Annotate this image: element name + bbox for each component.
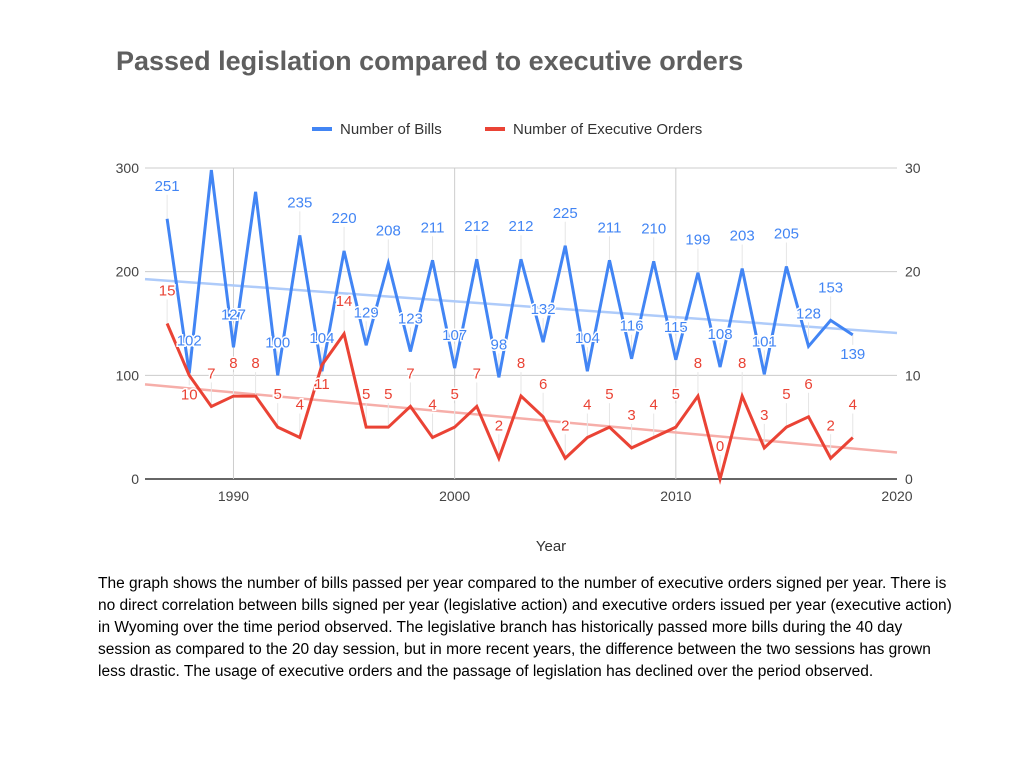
- data-label-executive-orders: 5: [782, 386, 790, 403]
- data-label-executive-orders: 4: [583, 397, 591, 414]
- data-label-bills: 127: [221, 306, 246, 323]
- x-axis-label: Year: [536, 538, 566, 555]
- data-label-bills: 203: [730, 228, 755, 245]
- data-label-executive-orders: 4: [296, 397, 304, 414]
- caption: The graph shows the number of bills pass…: [98, 575, 952, 680]
- data-label-executive-orders: 3: [627, 407, 635, 424]
- data-label-bills: 104: [575, 330, 600, 347]
- data-label-bills: 220: [332, 210, 357, 227]
- y-tick-left: 0: [131, 471, 139, 487]
- series-line-executive-orders: [165, 322, 854, 485]
- data-label-executive-orders: 8: [229, 355, 237, 372]
- data-label-bills: 212: [508, 218, 533, 235]
- y-tick-right: 10: [905, 367, 921, 383]
- y-tick-left: 200: [116, 264, 140, 280]
- data-label-bills: 129: [354, 304, 379, 321]
- data-label-bills: 100: [265, 334, 290, 351]
- data-label-executive-orders: 5: [362, 386, 370, 403]
- series-layer: [165, 169, 854, 485]
- data-label-executive-orders: 8: [517, 355, 525, 372]
- series-line-bills: [165, 169, 854, 378]
- y-tick-right: 30: [905, 160, 921, 176]
- data-label-executive-orders: 8: [738, 355, 746, 372]
- data-label-bills: 208: [376, 222, 401, 239]
- data-label-bills: 108: [708, 326, 733, 343]
- data-label-executive-orders: 4: [650, 397, 658, 414]
- data-label-bills: 116: [620, 318, 644, 335]
- data-label-bills: 101: [752, 333, 777, 350]
- data-label-executive-orders: 6: [804, 376, 812, 393]
- data-label-bills: 251: [155, 178, 180, 195]
- x-tick: 1990: [218, 488, 249, 504]
- data-label-bills: 211: [598, 219, 622, 236]
- data-label-executive-orders: 8: [251, 355, 259, 372]
- data-label-executive-orders: 15: [159, 283, 176, 300]
- data-label-executive-orders: 2: [826, 417, 834, 434]
- label-layer: 2511021271002351042201292081232111072129…: [153, 176, 867, 456]
- x-tick: 2000: [439, 488, 470, 504]
- x-tick: 2010: [660, 488, 691, 504]
- y-tick-right: 0: [905, 471, 913, 487]
- data-label-executive-orders: 5: [672, 386, 680, 403]
- data-label-bills: 123: [398, 310, 423, 327]
- data-label-bills: 102: [177, 332, 202, 349]
- data-label-executive-orders: 3: [760, 407, 768, 424]
- data-label-bills: 212: [464, 218, 489, 235]
- data-label-executive-orders: 2: [495, 417, 503, 434]
- data-label-bills: 139: [840, 346, 865, 363]
- data-label-executive-orders: 5: [605, 386, 613, 403]
- chart: 2511021271002351042201292081232111072129…: [116, 121, 921, 555]
- data-label-bills: 235: [287, 194, 312, 211]
- data-label-executive-orders: 5: [384, 386, 392, 403]
- data-label-executive-orders: 4: [428, 397, 436, 414]
- data-label-executive-orders: 7: [473, 365, 481, 382]
- data-label-bills: 225: [553, 205, 578, 222]
- data-label-executive-orders: 14: [336, 293, 353, 310]
- data-label-bills: 107: [442, 327, 467, 344]
- data-label-executive-orders: 4: [849, 397, 857, 414]
- y-tick-left: 100: [116, 367, 140, 383]
- trendline-bills: [144, 277, 898, 335]
- data-label-executive-orders: 2: [561, 417, 569, 434]
- data-label-bills: 115: [664, 319, 688, 336]
- data-label-bills: 210: [641, 220, 666, 237]
- legend-label: Number of Executive Orders: [513, 121, 702, 138]
- data-label-bills: 132: [531, 301, 556, 318]
- data-label-executive-orders: 6: [539, 376, 547, 393]
- data-label-bills: 98: [491, 336, 508, 353]
- data-label-bills: 205: [774, 225, 799, 242]
- data-label-bills: 128: [796, 305, 821, 322]
- data-label-executive-orders: 5: [274, 386, 282, 403]
- legend-label: Number of Bills: [340, 121, 442, 138]
- x-tick: 2020: [881, 488, 912, 504]
- data-label-executive-orders: 10: [181, 386, 198, 403]
- data-label-bills: 199: [685, 232, 710, 249]
- data-label-executive-orders: 5: [450, 386, 458, 403]
- data-label-bills: 104: [309, 330, 334, 347]
- data-label-executive-orders: 8: [694, 355, 702, 372]
- data-label-bills: 211: [421, 219, 445, 236]
- y-tick-left: 300: [116, 160, 140, 176]
- data-label-bills: 153: [818, 279, 843, 296]
- data-label-executive-orders: 7: [406, 365, 414, 382]
- data-label-executive-orders: 7: [207, 365, 215, 382]
- chart-title: Passed legislation compared to executive…: [116, 46, 744, 76]
- y-tick-right: 20: [905, 264, 921, 280]
- data-label-executive-orders: 0: [716, 438, 724, 455]
- data-label-executive-orders: 11: [314, 376, 330, 393]
